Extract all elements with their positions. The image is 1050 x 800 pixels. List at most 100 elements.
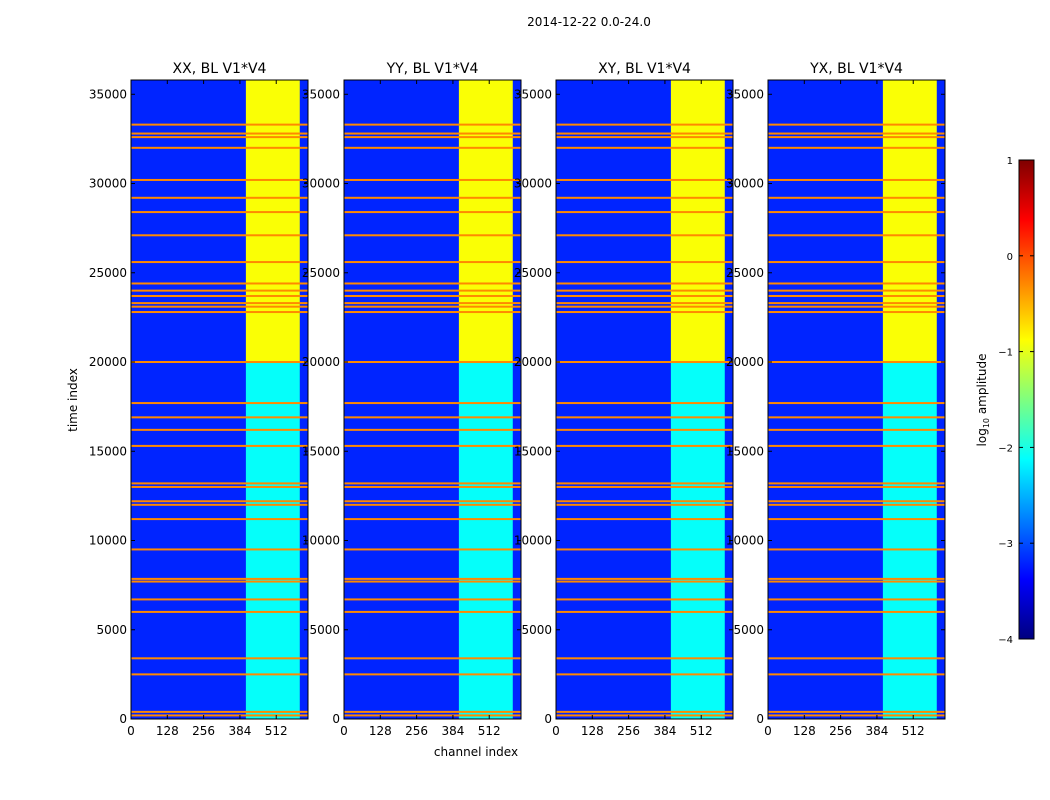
- flagged-row: [768, 146, 945, 149]
- flagged-row: [556, 710, 733, 713]
- colorbar-tick-label: 0: [1007, 252, 1013, 263]
- flagged-row: [556, 196, 733, 199]
- x-tick-label: 256: [192, 724, 215, 738]
- flagged-row: [556, 123, 733, 126]
- flagged-row: [131, 416, 308, 419]
- flagged-row: [556, 234, 733, 237]
- flagged-row: [344, 548, 521, 551]
- x-axis-label: channel index: [434, 745, 518, 759]
- flagged-row: [768, 311, 945, 314]
- flagged-row: [768, 503, 945, 506]
- flagged-row: [131, 428, 308, 431]
- panel: YX, BL V1*V4 0 128 256 384 512 0 5000 10000 15000…: [726, 61, 946, 738]
- flagged-row: [131, 361, 308, 364]
- y-tick-label: 20000: [302, 355, 340, 369]
- flagged-row: [131, 136, 308, 139]
- flagged-row: [768, 361, 945, 364]
- signal-band-upper: [245, 80, 300, 363]
- flagged-row: [131, 234, 308, 237]
- signal-band-lower: [245, 362, 300, 719]
- flagged-row: [344, 211, 521, 214]
- flagged-row: [556, 580, 733, 583]
- flagged-row: [768, 444, 945, 447]
- flagged-row: [768, 261, 945, 264]
- flagged-row: [131, 305, 308, 308]
- panels: XX, BL V1*V4 0 128 256 384 512 0 5000 10000 15000…: [89, 61, 946, 738]
- flagged-row: [556, 132, 733, 135]
- flagged-row: [768, 714, 945, 717]
- flagged-row: [344, 598, 521, 601]
- x-tick-label: 0: [764, 724, 772, 738]
- colorbar-label-main: log: [975, 428, 989, 446]
- flagged-row: [768, 428, 945, 431]
- flagged-row: [131, 518, 308, 521]
- panel-frame: [555, 79, 734, 720]
- flagged-row: [344, 710, 521, 713]
- y-tick-label: 5000: [309, 623, 340, 637]
- y-tick-label: 10000: [302, 534, 340, 548]
- panel-frame: [130, 79, 309, 720]
- panel-frame: [767, 79, 946, 720]
- axis-labels: channel index time index: [66, 368, 518, 759]
- flagged-row: [768, 294, 945, 297]
- flagged-row: [131, 132, 308, 135]
- y-tick-label: 20000: [89, 355, 127, 369]
- flagged-row: [131, 146, 308, 149]
- flagged-row: [131, 211, 308, 214]
- flagged-row: [344, 485, 521, 488]
- flagged-row: [556, 503, 733, 506]
- flagged-row: [344, 500, 521, 503]
- y-tick-label: 5000: [96, 623, 127, 637]
- y-tick-label: 25000: [302, 266, 340, 280]
- flagged-row: [131, 282, 308, 285]
- x-tick-label: 0: [340, 724, 348, 738]
- flagged-row: [768, 136, 945, 139]
- y-tick-label: 0: [332, 712, 340, 726]
- x-tick-label: 512: [690, 724, 713, 738]
- flagged-row: [344, 657, 521, 660]
- x-tick-label: 128: [581, 724, 604, 738]
- flagged-row: [768, 518, 945, 521]
- flagged-row: [556, 211, 733, 214]
- y-tick-label: 30000: [89, 177, 127, 191]
- flagged-row: [344, 402, 521, 405]
- x-tick-label: 128: [369, 724, 392, 738]
- signal-band-upper: [458, 80, 513, 363]
- flagged-row: [556, 428, 733, 431]
- flagged-row: [131, 196, 308, 199]
- flagged-row: [768, 598, 945, 601]
- flagged-row: [344, 136, 521, 139]
- flagged-row: [768, 305, 945, 308]
- flagged-row: [768, 577, 945, 580]
- flagged-row: [344, 178, 521, 181]
- panel-title: XY, BL V1*V4: [598, 61, 691, 77]
- flagged-row: [131, 178, 308, 181]
- flagged-row: [556, 610, 733, 613]
- flagged-row: [344, 196, 521, 199]
- flagged-row: [344, 416, 521, 419]
- flagged-row: [344, 518, 521, 521]
- flagged-row: [131, 657, 308, 660]
- y-tick-label: 15000: [514, 444, 552, 458]
- flagged-row: [768, 211, 945, 214]
- flagged-row: [131, 444, 308, 447]
- flagged-row: [344, 577, 521, 580]
- colorbar-tick-label: −3: [998, 539, 1013, 550]
- flagged-row: [131, 289, 308, 292]
- panel: XY, BL V1*V4 0 128 256 384 512 0 5000 10000 15000…: [514, 61, 734, 738]
- flagged-row: [768, 500, 945, 503]
- flagged-row: [556, 500, 733, 503]
- flagged-row: [344, 444, 521, 447]
- panel-frame: [343, 79, 522, 720]
- y-tick-label: 35000: [514, 87, 552, 101]
- flagged-row: [556, 402, 733, 405]
- y-tick-label: 5000: [521, 623, 552, 637]
- flagged-row: [344, 673, 521, 676]
- colorbar-label-sub: 10: [982, 418, 991, 428]
- x-tick-label: 256: [405, 724, 428, 738]
- flagged-row: [768, 673, 945, 676]
- flagged-row: [768, 548, 945, 551]
- y-tick-label: 10000: [514, 534, 552, 548]
- flagged-row: [344, 234, 521, 237]
- flagged-row: [131, 577, 308, 580]
